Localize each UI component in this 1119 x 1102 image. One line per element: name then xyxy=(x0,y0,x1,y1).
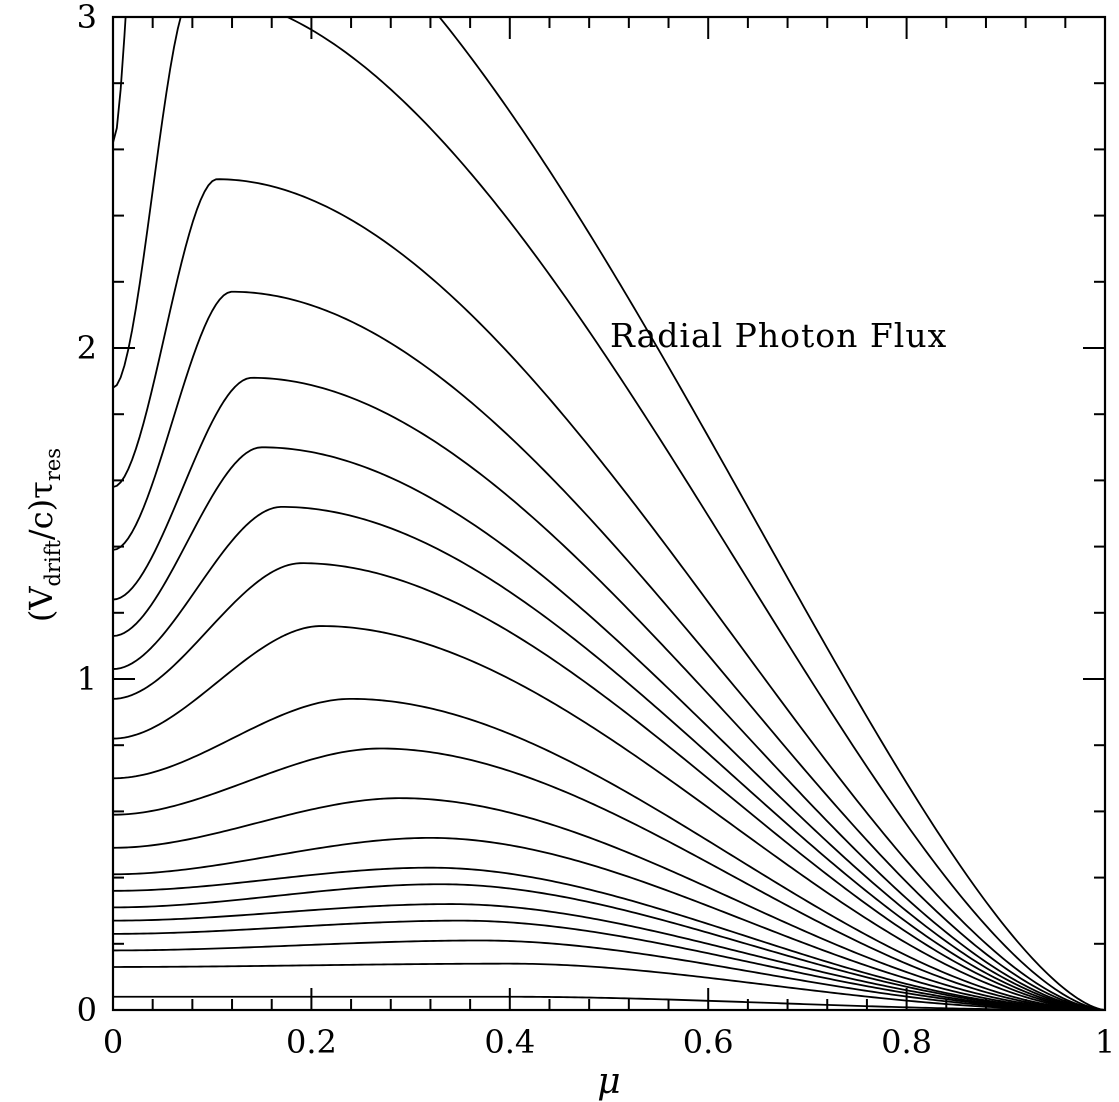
x-tick-label: 0.6 xyxy=(683,1023,734,1061)
y-axis-label-sub-res: res xyxy=(41,448,65,481)
series-line xyxy=(113,17,1105,1010)
series-line xyxy=(113,178,1105,1010)
series-line xyxy=(113,625,1105,1010)
series-line xyxy=(113,883,1105,1010)
series-line xyxy=(113,17,1105,1010)
series-line xyxy=(113,797,1105,1010)
series-line xyxy=(113,376,1105,1010)
x-tick-label: 1 xyxy=(1095,1023,1115,1061)
series-line xyxy=(113,505,1105,1010)
x-tick-label: 0.4 xyxy=(484,1023,535,1061)
y-axis-label: (Vdrift/c)τres xyxy=(22,448,65,622)
y-tick-label: 2 xyxy=(77,329,97,367)
series-line xyxy=(113,866,1105,1010)
x-axis-label: μ xyxy=(597,1061,620,1102)
series-line xyxy=(113,697,1105,1010)
series-line xyxy=(113,962,1105,1010)
series-line xyxy=(113,836,1105,1010)
series-line xyxy=(113,446,1105,1010)
y-axis-label-sub-drift: drift xyxy=(41,540,65,587)
x-tick-label: 0.2 xyxy=(286,1023,337,1061)
series-line xyxy=(113,562,1105,1010)
chart-annotation: Radial Photon Flux xyxy=(610,316,947,355)
y-tick-label: 3 xyxy=(77,0,97,36)
y-tick-label: 0 xyxy=(77,991,97,1029)
series-line xyxy=(113,939,1105,1010)
y-axis-label-open: (V xyxy=(22,586,60,622)
y-axis-label-mid: /c)τ xyxy=(22,481,60,540)
series-line xyxy=(113,903,1105,1010)
series-line xyxy=(113,747,1105,1010)
plot-frame xyxy=(111,15,1107,1012)
tick-labels: 0 0.2 0.4 0.6 0.8 1 0 1 2 3 xyxy=(77,0,1116,1061)
series-line xyxy=(113,995,1105,1010)
series-line xyxy=(113,290,1105,1010)
x-tick-label: 0 xyxy=(103,1023,123,1061)
series-curves xyxy=(113,17,1105,1010)
x-tick-label: 0.8 xyxy=(881,1023,932,1061)
series-line xyxy=(113,919,1105,1010)
y-tick-label: 1 xyxy=(77,660,97,698)
